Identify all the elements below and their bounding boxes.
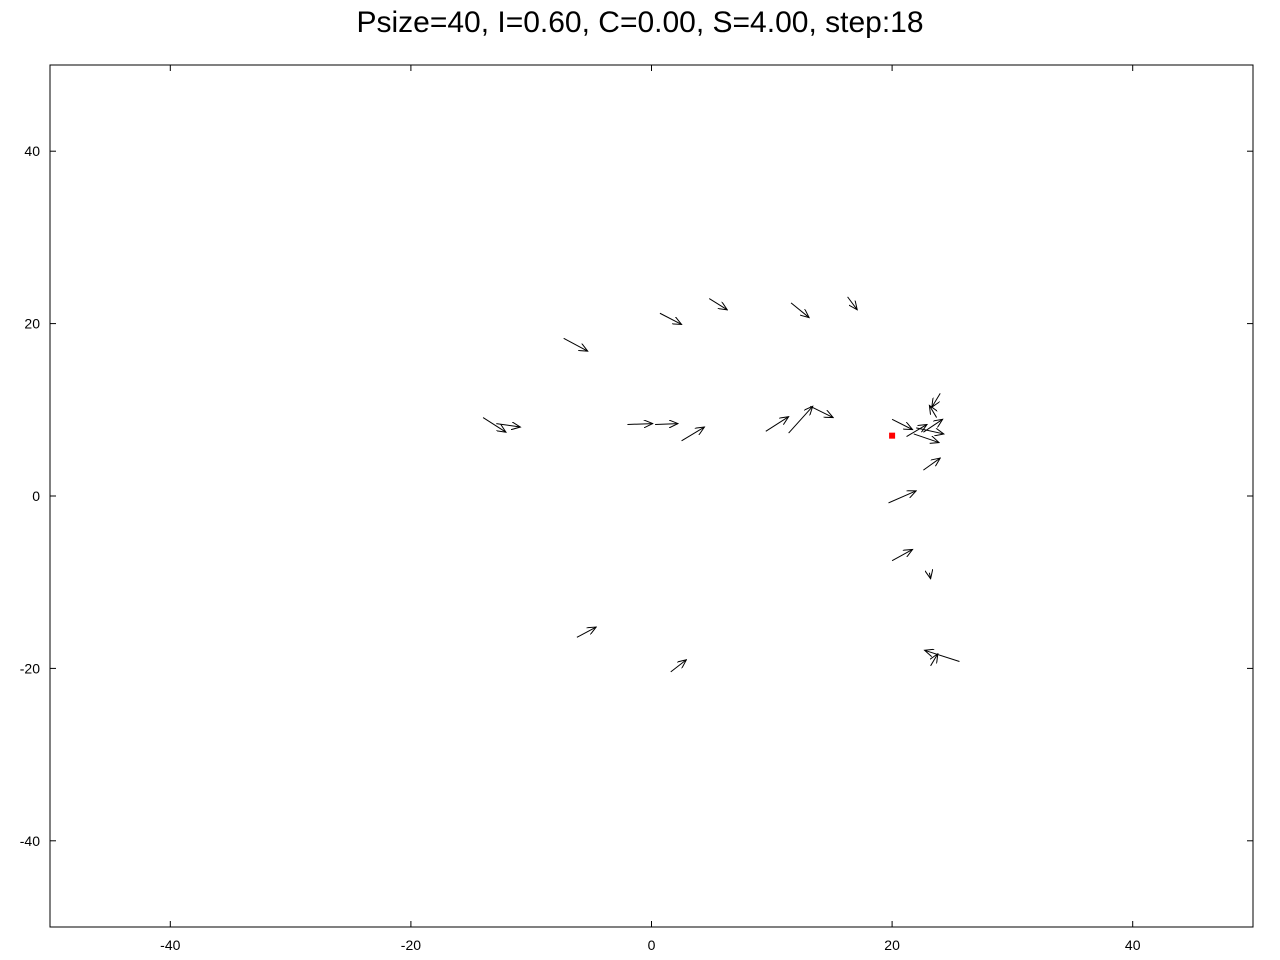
velocity-arrow bbox=[659, 312, 682, 324]
velocity-arrow bbox=[627, 424, 652, 425]
velocity-arrow bbox=[496, 424, 520, 427]
plot-frame bbox=[49, 64, 1254, 928]
x-tick-label: -40 bbox=[160, 937, 180, 953]
target-point bbox=[889, 432, 896, 439]
velocity-arrow bbox=[708, 298, 727, 310]
velocity-arrow bbox=[847, 296, 858, 310]
y-tick-label: 40 bbox=[24, 143, 40, 159]
velocity-arrow bbox=[765, 417, 789, 432]
velocity-arrow bbox=[482, 417, 506, 433]
axis-ticks: -40 -20 0 20 40 -40 -20 0 20 40 bbox=[20, 65, 1253, 953]
vector-arrows bbox=[482, 296, 960, 673]
y-tick-label: 0 bbox=[32, 488, 40, 504]
velocity-arrow bbox=[923, 458, 940, 471]
velocity-arrow bbox=[576, 627, 596, 638]
velocity-arrow bbox=[913, 433, 939, 443]
velocity-arrow bbox=[788, 406, 813, 434]
velocity-arrow bbox=[563, 337, 588, 351]
x-tick-label: 20 bbox=[884, 937, 900, 953]
velocity-arrow bbox=[929, 573, 930, 579]
velocity-arrow bbox=[929, 405, 936, 418]
y-tick-label: -20 bbox=[20, 660, 40, 676]
y-tick-label: 20 bbox=[24, 316, 40, 332]
velocity-arrow bbox=[681, 427, 705, 442]
velocity-arrow bbox=[655, 424, 678, 425]
velocity-arrow bbox=[932, 393, 941, 407]
velocity-arrow bbox=[790, 302, 809, 318]
velocity-arrow bbox=[670, 660, 687, 673]
velocity-arrow bbox=[925, 650, 960, 662]
velocity-arrow bbox=[891, 418, 912, 429]
velocity-arrow bbox=[906, 424, 927, 437]
target-markers bbox=[889, 432, 896, 439]
velocity-arrow bbox=[931, 654, 938, 667]
x-tick-label: -20 bbox=[401, 937, 421, 953]
y-tick-label: -40 bbox=[20, 833, 40, 849]
velocity-arrow bbox=[891, 549, 912, 562]
x-tick-label: 40 bbox=[1125, 937, 1141, 953]
velocity-arrow bbox=[888, 491, 916, 504]
velocity-arrow bbox=[810, 405, 833, 417]
x-tick-label: 0 bbox=[648, 937, 656, 953]
velocity-arrow bbox=[916, 427, 944, 434]
chart-title: Psize=40, I=0.60, C=0.00, S=4.00, step:1… bbox=[356, 6, 924, 39]
